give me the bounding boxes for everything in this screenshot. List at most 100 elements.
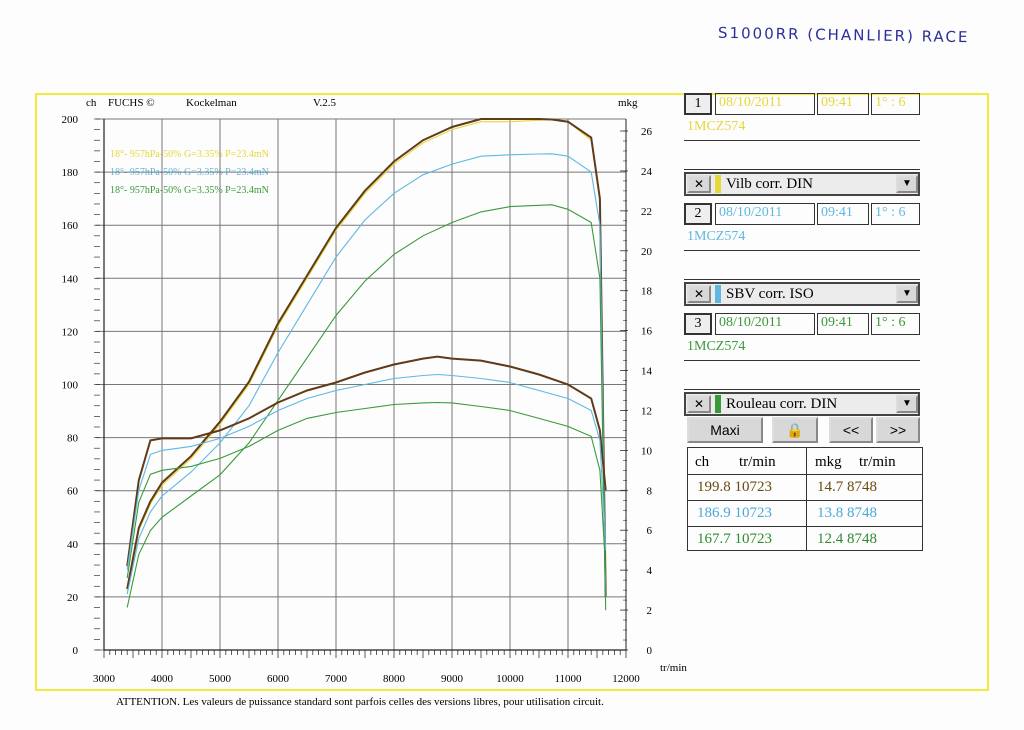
lock-icon[interactable]: 🔒 — [772, 417, 818, 443]
y-left-tick-label: 180 — [62, 167, 79, 179]
chevron-down-icon[interactable]: ▼ — [896, 285, 918, 303]
close-run-button[interactable]: ✕ — [687, 175, 711, 193]
run-color-swatch — [715, 285, 721, 303]
y-right-tick-label: 2 — [647, 605, 653, 617]
results-row-torque: 13.8 8748 — [817, 505, 877, 521]
y-left-tick-label: 20 — [67, 592, 79, 604]
results-header-ch: ch — [695, 454, 710, 470]
close-run-button[interactable]: ✕ — [687, 285, 711, 303]
x-tick-label: 3000 — [93, 673, 116, 685]
y-right-tick-label: 10 — [641, 445, 653, 457]
y-right-tick-label: 14 — [641, 366, 653, 378]
author-label: Kockelman — [186, 97, 237, 109]
x-unit-label: tr/min — [660, 662, 687, 674]
run-plate: 1MCZ574 — [687, 119, 746, 134]
y-left-tick-label: 60 — [67, 486, 79, 498]
y-right-tick-label: 24 — [641, 166, 653, 178]
y-left-tick-label: 140 — [62, 273, 79, 285]
legend-entry-3: 18°- 957hPa-50% G=3.35% P=23.4mN — [110, 185, 269, 196]
x-tick-label: 4000 — [151, 673, 174, 685]
run-comment[interactable] — [684, 360, 920, 390]
series-line-power-2 — [126, 118, 607, 597]
results-header-rpm2: tr/min — [859, 454, 896, 470]
run-plate: 1MCZ574 — [687, 229, 746, 244]
series-line-power-1 — [126, 118, 607, 597]
series-line-torque-7 — [126, 401, 607, 579]
run-date: 08/10/2011 — [715, 203, 815, 225]
run-ratio: 1° : 6 — [871, 313, 920, 335]
run-comment[interactable] — [684, 250, 920, 280]
version-label: V.2.5 — [313, 97, 337, 109]
run-comment[interactable] — [684, 140, 920, 170]
left-unit-label: ch — [86, 97, 97, 109]
x-tick-label: 8000 — [383, 673, 406, 685]
prev-button[interactable]: << — [829, 417, 873, 443]
x-tick-label: 7000 — [325, 673, 348, 685]
series-line-torque-6 — [126, 373, 607, 571]
y-left-tick-label: 40 — [67, 539, 79, 551]
run-ratio: 1° : 6 — [871, 203, 920, 225]
results-row-power: 167.7 10723 — [697, 531, 772, 547]
y-right-tick-label: 18 — [641, 286, 653, 298]
run-mode-select[interactable]: SBV corr. ISO — [684, 282, 920, 306]
run-date: 08/10/2011 — [715, 93, 815, 115]
results-row-line — [687, 474, 923, 475]
y-left-tick-label: 120 — [62, 326, 79, 338]
y-left-tick-label: 200 — [62, 114, 79, 126]
y-right-tick-label: 12 — [641, 405, 652, 417]
close-run-button[interactable]: ✕ — [687, 395, 711, 413]
results-row-line — [687, 500, 923, 501]
run-mode-select[interactable]: Vilb corr. DIN — [684, 172, 920, 196]
results-divider — [806, 447, 807, 551]
maxi-button[interactable]: Maxi — [687, 417, 763, 443]
run-number[interactable]: 2 — [684, 203, 712, 225]
series-line-power-4 — [126, 204, 607, 611]
legend-entry-1: 18°- 957hPa-50% G=3.35% P=23.4mN — [110, 149, 269, 160]
run-plate: 1MCZ574 — [687, 339, 746, 354]
x-tick-label: 12000 — [612, 673, 640, 685]
x-tick-label: 5000 — [209, 673, 232, 685]
x-tick-label: 10000 — [496, 673, 524, 685]
y-right-tick-label: 8 — [647, 485, 653, 497]
results-row-power: 199.8 10723 — [697, 479, 772, 495]
results-row-line — [687, 526, 923, 527]
run-date: 08/10/2011 — [715, 313, 815, 335]
run-color-swatch — [715, 395, 721, 413]
y-left-tick-label: 80 — [67, 433, 79, 445]
dyno-frame — [35, 93, 989, 691]
results-row-power: 186.9 10723 — [697, 505, 772, 521]
series-line-power-3 — [126, 153, 607, 597]
x-tick-label: 9000 — [441, 673, 464, 685]
results-row-torque: 14.7 8748 — [817, 479, 877, 495]
y-left-tick-label: 0 — [73, 645, 79, 657]
run-number[interactable]: 3 — [684, 313, 712, 335]
run-number[interactable]: 1 — [684, 93, 712, 115]
right-unit-label: mkg — [618, 97, 638, 109]
chevron-down-icon[interactable]: ▼ — [896, 395, 918, 413]
run-color-swatch — [715, 175, 721, 193]
run-mode-select[interactable]: Rouleau corr. DIN — [684, 392, 920, 416]
run-time: 09:41 — [817, 313, 869, 335]
y-right-tick-label: 0 — [647, 645, 653, 657]
brand-label: FUCHS © — [108, 97, 155, 109]
series-line-torque-5 — [126, 355, 607, 567]
next-button[interactable]: >> — [876, 417, 920, 443]
chevron-down-icon[interactable]: ▼ — [896, 175, 918, 193]
y-right-tick-label: 4 — [647, 565, 653, 577]
y-right-tick-label: 6 — [647, 525, 653, 537]
run-ratio: 1° : 6 — [871, 93, 920, 115]
results-header-mkg: mkg — [815, 454, 842, 470]
run-time: 09:41 — [817, 93, 869, 115]
y-left-tick-label: 160 — [62, 220, 79, 232]
y-right-tick-label: 26 — [641, 126, 653, 138]
y-left-tick-label: 100 — [62, 380, 79, 392]
y-right-tick-label: 16 — [641, 326, 653, 338]
footer-warning: ATTENTION. Les valeurs de puissance stan… — [116, 696, 604, 708]
x-tick-label: 6000 — [267, 673, 290, 685]
results-header-rpm: tr/min — [739, 454, 776, 470]
results-table — [687, 447, 923, 551]
y-right-tick-label: 22 — [641, 206, 652, 218]
y-right-tick-label: 20 — [641, 246, 653, 258]
results-row-torque: 12.4 8748 — [817, 531, 877, 547]
